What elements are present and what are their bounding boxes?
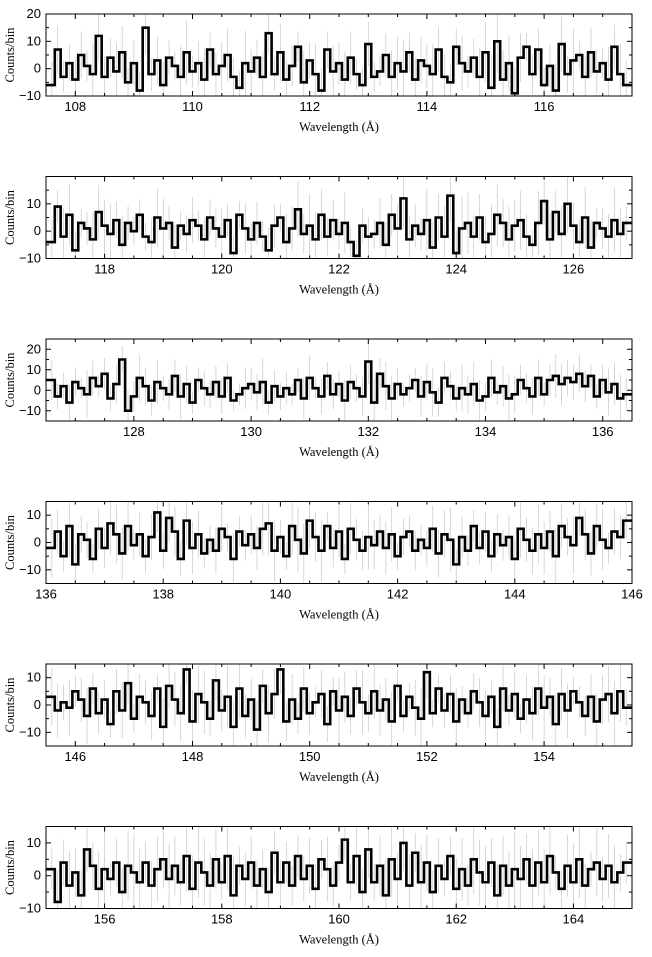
x-tick-label: 110: [182, 99, 203, 114]
y-tick-label: 10: [27, 196, 41, 211]
x-tick-label: 130: [240, 424, 262, 439]
y-tick-label: 10: [27, 507, 41, 522]
y-axis-label: Counts/bin: [3, 839, 17, 895]
x-tick-label: 122: [328, 262, 350, 277]
x-tick-label: 154: [533, 749, 555, 764]
x-tick-label: 146: [64, 749, 86, 764]
y-tick-label: 0: [34, 697, 41, 712]
y-tick-label: 10: [27, 670, 41, 685]
y-tick-label: 20: [27, 341, 41, 356]
y-tick-label: −10: [19, 901, 41, 916]
x-tick-label: 142: [387, 587, 409, 602]
y-tick-label: −10: [19, 724, 41, 739]
x-tick-label: 116: [534, 99, 555, 114]
plot-area: [46, 826, 632, 909]
spectrum-panel-4: 136 138 140 142 144 146 −10 0 10 Wavelength (Å) Co…: [3, 501, 643, 622]
spectrum-panel-6: 156 158 160 162 164 −10 0 10 Wavelength (Å) Count…: [3, 826, 633, 947]
y-axis-label: Counts/bin: [3, 677, 17, 733]
x-tick-label: 132: [357, 424, 379, 439]
y-tick-label: 0: [34, 61, 41, 76]
y-tick-label: 0: [34, 868, 41, 883]
y-tick-label: 0: [34, 535, 41, 550]
plot-area: [46, 339, 632, 421]
x-tick-label: 134: [475, 424, 497, 439]
x-tick-label: 126: [563, 262, 585, 277]
x-axis-label: Wavelength (Å): [299, 283, 379, 297]
x-tick-label: 136: [592, 424, 614, 439]
x-tick-label: 164: [563, 912, 585, 927]
x-tick-label: 108: [64, 99, 86, 114]
spectrum-panel-2: 118 120 122 124 126 −10 0 10 Wavelength (Å) Count…: [3, 176, 633, 297]
series-line: [46, 26, 632, 95]
x-tick-label: 156: [94, 912, 116, 927]
x-tick-label: 136: [35, 587, 57, 602]
y-tick-label: −10: [19, 251, 41, 266]
plot-area: [46, 176, 632, 259]
y-tick-label: 0: [34, 223, 41, 238]
y-axis-label: Counts/bin: [3, 352, 17, 408]
y-tick-label: 10: [27, 362, 41, 377]
x-tick-label: 150: [299, 749, 321, 764]
plot-area: [46, 664, 632, 746]
x-tick-label: 140: [270, 587, 292, 602]
y-tick-label: 10: [27, 33, 41, 48]
series-line: [46, 511, 632, 566]
y-tick-label: −10: [19, 88, 41, 103]
x-tick-label: 148: [182, 749, 204, 764]
y-axis-label: Counts/bin: [3, 514, 17, 570]
series-line: [46, 838, 632, 904]
y-tick-label: 10: [27, 835, 41, 850]
x-tick-label: 128: [123, 424, 145, 439]
y-axis-label: Counts/bin: [3, 189, 17, 245]
series-line: [46, 194, 632, 258]
y-tick-label: −10: [19, 403, 41, 418]
x-axis-label: Wavelength (Å): [299, 933, 379, 947]
x-axis-label: Wavelength (Å): [299, 608, 379, 622]
series-line: [46, 668, 632, 731]
spectrum-panel-5: 146 148 150 152 154 −10 0 10 Wavelength (Å) Count…: [3, 663, 633, 784]
y-tick-label: −10: [19, 562, 41, 577]
x-tick-label: 124: [445, 262, 467, 277]
spectrum-panel-1: 108 110 112 114 116 −10 0 10 20 Wavelength (Å) Cou…: [3, 6, 633, 134]
x-axis-label: Wavelength (Å): [299, 120, 379, 134]
plot-area: [46, 14, 632, 96]
y-axis-label: Counts/bin: [3, 27, 17, 83]
spectrum-panel-3: 128 130 132 134 136 −10 0 10 20 Wavelength (Å) Cou…: [3, 338, 633, 459]
x-tick-label: 158: [211, 912, 233, 927]
plot-area: [46, 501, 632, 584]
x-tick-label: 120: [211, 262, 233, 277]
x-tick-label: 112: [299, 99, 320, 114]
x-tick-label: 152: [416, 749, 438, 764]
series-line: [46, 358, 632, 413]
y-tick-label: 20: [27, 6, 41, 21]
x-tick-label: 144: [504, 587, 526, 602]
x-axis-label: Wavelength (Å): [299, 770, 379, 784]
y-tick-label: 0: [34, 382, 41, 397]
x-tick-label: 146: [621, 587, 643, 602]
x-tick-label: 162: [445, 912, 467, 927]
x-tick-label: 118: [94, 262, 115, 277]
x-tick-label: 160: [328, 912, 350, 927]
x-axis-label: Wavelength (Å): [299, 445, 379, 459]
x-tick-label: 138: [152, 587, 174, 602]
x-tick-label: 114: [417, 99, 438, 114]
